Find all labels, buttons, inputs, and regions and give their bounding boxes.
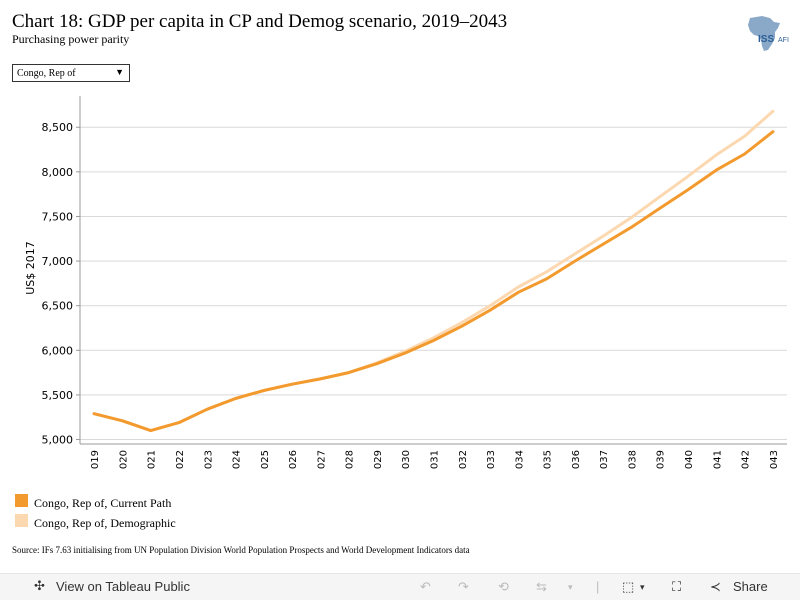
view-on-tableau-link[interactable]: View on Tableau Public: [56, 579, 190, 594]
legend-label: Congo, Rep of, Current Path: [34, 496, 172, 510]
legend-label: Congo, Rep of, Demographic: [34, 516, 176, 530]
x-tick-label: 2037: [599, 450, 610, 470]
share-icon[interactable]: ≺: [710, 579, 721, 594]
share-button[interactable]: Share: [733, 579, 768, 594]
refresh-icon[interactable]: ⇆: [536, 579, 547, 594]
x-tick-label: 2041: [712, 450, 723, 470]
gridlines: [80, 126, 787, 441]
x-tick-label: 2028: [345, 450, 356, 470]
line-chart: 5,000 5,500 6,000 6,500 7,000 7,500 8,000 8,500…: [24, 96, 787, 470]
y-tick-label: 5,500: [42, 389, 74, 402]
refresh-dropdown-icon[interactable]: ▾: [568, 582, 573, 592]
country-dropdown-value: Congo, Rep of: [17, 68, 76, 79]
chart-title: Chart 18: GDP per capita in CP and Demog…: [12, 11, 508, 32]
x-tick-label: 2020: [118, 450, 129, 470]
x-tick-label: 2026: [288, 450, 299, 470]
x-tick-label: 2033: [486, 450, 497, 470]
x-tick-label: 2024: [232, 450, 243, 470]
africa-map-icon: [748, 16, 780, 51]
country-dropdown[interactable]: Congo, Rep of ▼: [12, 64, 130, 82]
y-axis-label: US$ 2017: [24, 241, 37, 295]
x-tick-label: 2025: [260, 450, 271, 470]
x-tick-label: 2029: [373, 450, 384, 470]
tableau-toolbar: ✣ View on Tableau Public ↶ ↷ ⟲ ⇆ ▾ | ⬚ ▾…: [0, 573, 800, 600]
undo-icon[interactable]: ↶: [420, 579, 431, 594]
x-tick-label: 2027: [316, 450, 327, 470]
y-tick-labels: 5,000 5,500 6,000 6,500 7,000 7,500 8,000 8,500: [42, 121, 74, 446]
revert-icon[interactable]: ⟲: [498, 579, 509, 594]
y-tick-label: 6,500: [42, 300, 74, 313]
x-tick-label: 2034: [514, 450, 525, 470]
y-tick-label: 8,500: [42, 121, 74, 134]
download-dropdown-icon[interactable]: ▾: [640, 582, 645, 592]
x-tick-label: 2032: [458, 450, 469, 470]
legend-swatch-demographic: [15, 514, 28, 527]
x-tick-label: 2021: [147, 450, 158, 470]
x-tick-label: 2042: [741, 450, 752, 470]
x-tick-label: 2035: [543, 450, 554, 470]
series-line-current-path: [92, 130, 775, 433]
toolbar-divider: |: [596, 579, 600, 594]
x-tick-label: 2038: [627, 450, 638, 470]
x-tick-label: 2022: [175, 450, 186, 470]
x-tick-label: 2023: [203, 450, 214, 470]
y-tick-label: 8,000: [42, 166, 74, 179]
tableau-logo-icon: ✣: [34, 578, 45, 593]
logo-text: ISS: [758, 34, 774, 45]
series-line-demographic: [92, 109, 775, 433]
x-tick-label: 2043: [769, 450, 780, 470]
series-lines: [92, 109, 775, 433]
axes: [76, 96, 787, 445]
x-tick-label: 2030: [401, 450, 412, 470]
x-tick-label: 2031: [430, 450, 441, 470]
download-icon[interactable]: ⬚: [622, 579, 635, 594]
x-tick-label: 2040: [684, 450, 695, 470]
y-tick-label: 7,500: [42, 210, 74, 223]
y-tick-label: 5,000: [42, 434, 74, 447]
fullscreen-icon[interactable]: ⛶: [672, 579, 682, 594]
y-tick-label: 7,000: [42, 255, 74, 268]
x-tick-label: 2036: [571, 450, 582, 470]
redo-icon[interactable]: ↷: [458, 579, 469, 594]
iss-africa-logo: ISS AFI: [748, 16, 789, 51]
x-tick-labels: 2019 2020 2021 2022 2023 2024 2025 2026 2027 2028…: [90, 450, 780, 470]
logo-suffix: AFI: [778, 37, 789, 44]
legend: Congo, Rep of, Current Path Congo, Rep o…: [0, 490, 400, 530]
chart-subtitle: Purchasing power parity: [12, 32, 130, 46]
y-tick-label: 6,000: [42, 344, 74, 357]
chevron-down-icon: ▼: [115, 67, 124, 77]
x-tick-label: 2019: [90, 450, 101, 470]
legend-swatch-current-path: [15, 494, 28, 507]
source-note: Source: IFs 7.63 initialising from UN Po…: [12, 545, 470, 555]
x-tick-label: 2039: [656, 450, 667, 470]
